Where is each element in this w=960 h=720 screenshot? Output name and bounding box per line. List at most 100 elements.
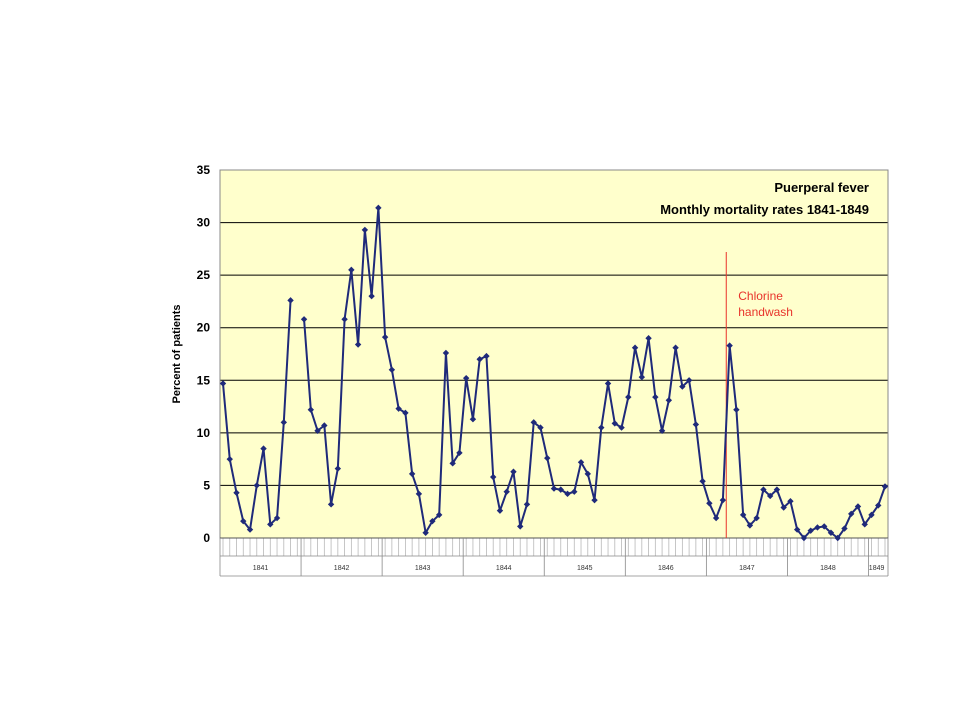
- data-point: [625, 393, 632, 401]
- data-point: [429, 517, 436, 525]
- annotation-line-2: handwash: [738, 305, 793, 319]
- data-point: [807, 527, 814, 534]
- data-point: [510, 468, 517, 475]
- y-tick-label-15: 15: [197, 373, 211, 387]
- data-point: [800, 534, 808, 542]
- year-label-1847: 1847: [739, 565, 755, 572]
- data-point: [881, 483, 889, 490]
- data-point: [307, 406, 315, 413]
- data-point: [341, 316, 348, 323]
- data-point: [260, 445, 267, 452]
- data-point: [537, 424, 544, 431]
- data-point: [550, 485, 558, 492]
- data-point: [841, 525, 848, 532]
- data-point: [685, 377, 693, 384]
- year-label-1842: 1842: [334, 565, 350, 572]
- data-point: [557, 486, 564, 493]
- data-point: [402, 409, 409, 417]
- data-point: [503, 488, 510, 495]
- data-point: [706, 500, 713, 507]
- data-point: [354, 341, 362, 348]
- data-point: [368, 292, 375, 300]
- data-point: [267, 521, 274, 528]
- data-point: [348, 266, 355, 274]
- data-point: [733, 406, 740, 413]
- data-point: [577, 459, 585, 466]
- data-point: [611, 420, 618, 427]
- data-point: [253, 482, 260, 489]
- data-point: [327, 501, 335, 508]
- data-point: [456, 449, 463, 457]
- data-point: [246, 526, 254, 533]
- data-point: [584, 470, 591, 478]
- data-point: [435, 511, 443, 519]
- data-point: [760, 486, 767, 493]
- y-tick-label-25: 25: [197, 268, 211, 282]
- data-point: [854, 503, 862, 510]
- data-point: [821, 523, 828, 530]
- y-tick-label-20: 20: [197, 321, 211, 335]
- data-point: [780, 504, 787, 511]
- year-label-1841: 1841: [253, 565, 269, 572]
- data-point: [381, 333, 389, 341]
- y-tick-label-0: 0: [203, 531, 210, 545]
- data-point: [469, 415, 477, 423]
- data-point: [375, 204, 382, 212]
- data-point: [773, 486, 781, 493]
- data-point: [490, 473, 497, 481]
- data-point: [699, 478, 706, 485]
- data-point: [631, 344, 639, 351]
- chart-title: Puerperal fever: [774, 180, 869, 195]
- data-point: [496, 507, 504, 514]
- chart-subtitle: Monthly mortality rates 1841-1849: [660, 202, 869, 217]
- data-point: [638, 373, 646, 381]
- data-point: [287, 297, 294, 304]
- data-point: [240, 517, 247, 525]
- data-point: [321, 422, 328, 429]
- x-axis: 1841 1842 1843 1844 1845 1846 1847 1848 1849: [219, 537, 889, 577]
- data-point: [233, 489, 240, 496]
- annotation-line-1: Chlorine: [738, 289, 783, 303]
- data-point: [827, 529, 835, 536]
- data-point: [861, 521, 868, 528]
- data-point: [672, 344, 679, 351]
- data-point: [746, 522, 754, 529]
- data-point: [591, 496, 598, 504]
- y-tick-labels: 0 5 10 15 20 25 30 35: [197, 163, 211, 545]
- data-point: [523, 501, 531, 508]
- data-point: [273, 514, 281, 522]
- data-point: [787, 498, 794, 505]
- y-tick-label-5: 5: [203, 478, 210, 492]
- gridlines: [219, 169, 889, 539]
- data-point: [483, 352, 490, 360]
- data-point: [544, 454, 551, 462]
- year-label-1843: 1843: [415, 565, 431, 572]
- data-point: [361, 226, 369, 234]
- data-point: [739, 511, 747, 519]
- data-point: [571, 488, 578, 495]
- data-point: [618, 424, 625, 431]
- data-point: [334, 465, 342, 472]
- data-point: [766, 492, 774, 500]
- data-point: [712, 514, 720, 522]
- data-point: [395, 405, 402, 412]
- data-point: [219, 380, 227, 387]
- data-point: [834, 534, 841, 542]
- y-tick-label-30: 30: [197, 216, 211, 230]
- y-tick-label-35: 35: [197, 163, 211, 177]
- data-point: [692, 421, 700, 428]
- data-point: [422, 529, 429, 536]
- data-point: [793, 526, 801, 533]
- data-point: [848, 510, 855, 518]
- year-label-1846: 1846: [658, 565, 674, 572]
- data-point: [753, 514, 760, 522]
- data-point: [408, 470, 416, 478]
- plot-area: [220, 170, 888, 538]
- year-label-1848: 1848: [820, 565, 836, 572]
- data-point: [449, 460, 456, 467]
- data-point: [665, 397, 673, 404]
- data-point: [462, 374, 470, 382]
- data-point: [598, 424, 605, 431]
- data-point: [645, 335, 652, 342]
